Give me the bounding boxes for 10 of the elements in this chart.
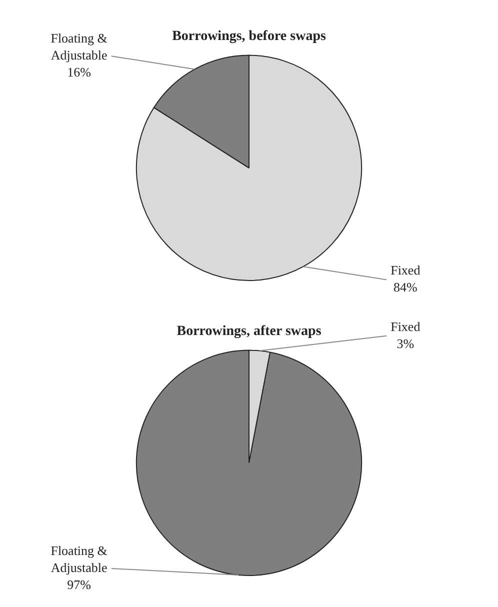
- data-label: 16%: [67, 64, 92, 80]
- slice-label: Fixed: [390, 262, 421, 278]
- data-label: 97%: [67, 576, 92, 592]
- slice-label: Fixed: [390, 318, 421, 334]
- data-label: 3%: [396, 336, 414, 351]
- chart-title: Borrowings, before swaps: [172, 29, 326, 44]
- data-label: 84%: [393, 280, 418, 295]
- slice-label: Floating & Adjustable: [50, 30, 108, 63]
- slice-label: Floating & Adjustable: [50, 542, 108, 575]
- chart-title: Borrowings, after swaps: [176, 324, 322, 340]
